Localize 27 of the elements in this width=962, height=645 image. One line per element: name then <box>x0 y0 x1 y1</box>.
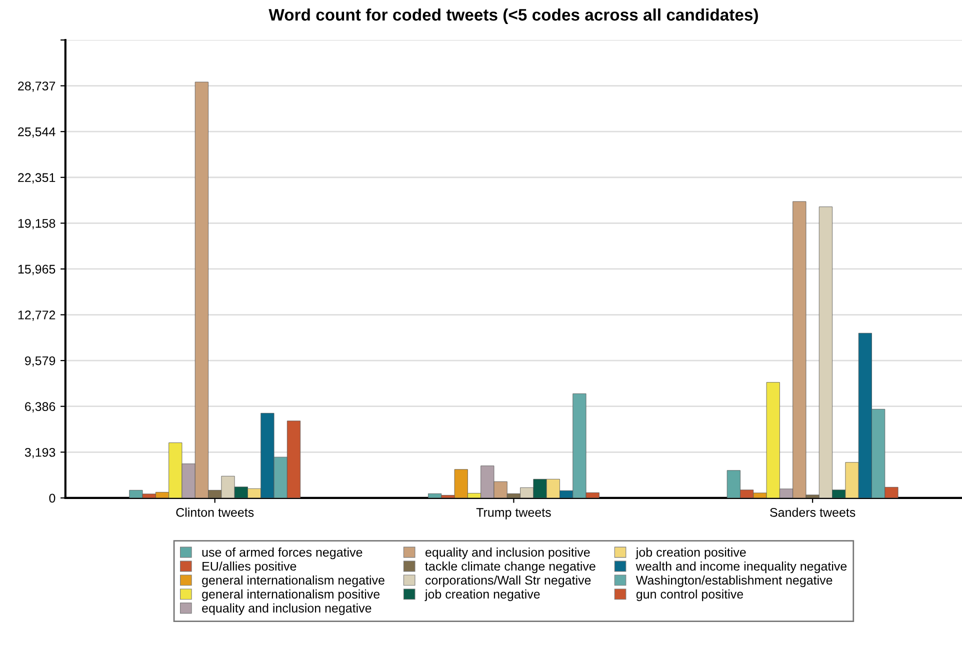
legend-label: job creation negative <box>424 589 540 602</box>
legend-label: Washington/establishment negative <box>636 575 832 588</box>
y-tick-label: 15,965 <box>18 264 56 276</box>
legend-label: general internationalism positive <box>202 589 380 602</box>
x-tick-label: Sanders tweets <box>770 508 856 517</box>
legend-label: job creation positive <box>636 548 746 560</box>
y-tick-label: 28,737 <box>18 82 56 92</box>
legend-label: equality and inclusion positive <box>426 548 590 560</box>
legend-label: EU/allies positive <box>202 561 296 574</box>
y-tick-label: 19,158 <box>18 218 56 230</box>
legend-label: gun control positive <box>636 589 744 602</box>
chart-title: Word count for coded tweets (<5 codes across all candidates) <box>268 8 758 24</box>
x-tick-label: Clinton tweets <box>176 508 254 517</box>
legend-label: tackle climate change negative <box>425 561 596 574</box>
y-tick-label: 3,193 <box>24 448 56 458</box>
legend-label: corporations/Wall Str negative <box>426 575 591 588</box>
legend-label: general internationalism negative <box>202 575 384 588</box>
y-tick-label: 22,351 <box>18 173 56 184</box>
y-tick-label: 25,544 <box>18 127 56 138</box>
legend-label: equality and inclusion negative <box>202 603 372 616</box>
y-tick-label: 9,579 <box>25 356 56 367</box>
legend-label: wealth and income inequality negative <box>636 561 847 574</box>
legend-label: use of armed forces negative <box>202 548 362 560</box>
x-tick-label: Trump tweets <box>476 508 551 520</box>
y-tick-label: 0 <box>49 494 56 503</box>
y-tick-label: 6,386 <box>25 402 56 412</box>
y-tick-label: 12,772 <box>18 310 56 321</box>
